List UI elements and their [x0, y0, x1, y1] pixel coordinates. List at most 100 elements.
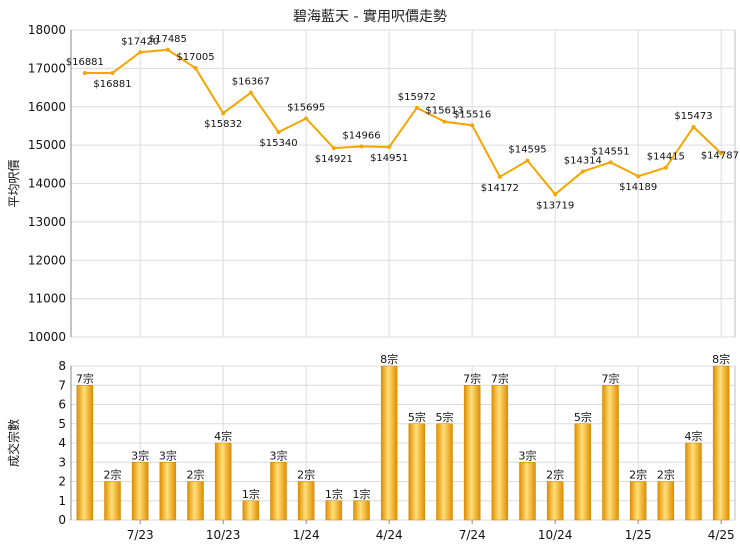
- transaction-bar: [546, 481, 564, 521]
- price-data-point: [719, 151, 724, 156]
- line-y-tick-label: 15000: [28, 138, 66, 152]
- x-tick-label: 1/25: [625, 528, 652, 542]
- bar-y-tick-label: 5: [58, 417, 66, 431]
- transaction-bar-label: 1宗: [242, 487, 260, 501]
- transaction-bar-label: 1宗: [325, 487, 343, 501]
- price-data-point: [636, 174, 641, 179]
- transaction-bar-label: 2宗: [546, 468, 564, 482]
- price-data-label: $15972: [398, 92, 436, 103]
- x-tick-label: 4/25: [708, 528, 735, 542]
- price-data-label: $17005: [176, 52, 214, 63]
- transaction-bar: [353, 500, 370, 521]
- price-data-label: $16367: [232, 77, 270, 88]
- transaction-bar: [76, 385, 94, 521]
- line-y-tick-label: 16000: [28, 100, 66, 114]
- x-tick-label: 1/24: [293, 528, 320, 542]
- transaction-bar-label: 7宗: [491, 371, 509, 385]
- transaction-bar-label: 2宗: [629, 468, 647, 482]
- transaction-bar: [159, 462, 177, 521]
- transaction-bar-label: 5宗: [574, 410, 592, 424]
- price-data-point: [387, 145, 392, 150]
- bar-y-tick-label: 6: [58, 398, 66, 412]
- price-data-point: [470, 123, 475, 128]
- transaction-bar: [657, 481, 675, 521]
- transaction-bar: [712, 365, 730, 521]
- transaction-bar-label: 3宗: [270, 448, 288, 462]
- bar-y-tick-label: 0: [58, 513, 66, 527]
- line-y-tick-label: 13000: [28, 215, 66, 229]
- transaction-bar: [574, 423, 592, 521]
- price-data-point: [193, 66, 198, 71]
- transaction-bar-label: 2宗: [187, 468, 205, 482]
- price-series-line: [84, 48, 722, 196]
- bar-y-tick-label: 2: [58, 475, 66, 489]
- transaction-bar-label: 3宗: [159, 448, 177, 462]
- line-y-axis-label: 平均呎價: [7, 159, 21, 207]
- x-tick-label: 7/24: [459, 528, 486, 542]
- price-data-label: $16881: [93, 79, 131, 90]
- transaction-bar-label: 5宗: [436, 410, 454, 424]
- price-data-label: $17485: [149, 34, 187, 45]
- transaction-bar: [325, 500, 343, 521]
- price-data-label: $15695: [287, 102, 325, 113]
- transaction-bar: [380, 365, 398, 521]
- price-data-point: [359, 144, 364, 149]
- x-tick-label: 10/23: [206, 528, 241, 542]
- transaction-bar-label: 7宗: [76, 371, 94, 385]
- x-tick-label: 10/24: [538, 528, 573, 542]
- bar-y-tick-label: 7: [58, 378, 66, 392]
- transaction-bar-label: 7宗: [463, 371, 481, 385]
- price-data-point: [608, 160, 613, 165]
- transaction-bar: [214, 442, 232, 521]
- line-y-tick-label: 17000: [28, 61, 66, 75]
- line-y-tick-label: 18000: [28, 23, 66, 37]
- price-data-point: [663, 165, 668, 170]
- price-data-label: $14314: [564, 155, 602, 166]
- price-data-label: $14415: [647, 152, 685, 163]
- price-data-point: [248, 90, 253, 95]
- transaction-bar-label: 2宗: [104, 468, 122, 482]
- transaction-bar-label: 4宗: [685, 429, 703, 443]
- price-data-point: [414, 105, 419, 110]
- transaction-bar: [187, 481, 204, 521]
- price-data-point: [525, 158, 530, 163]
- price-data-point: [221, 111, 226, 116]
- transaction-bar-label: 7宗: [602, 371, 620, 385]
- price-data-label: $17420: [121, 36, 159, 47]
- transaction-bar: [270, 462, 287, 521]
- transaction-bar-label: 3宗: [131, 448, 149, 462]
- price-data-point: [138, 50, 143, 55]
- price-data-label: $14595: [508, 145, 546, 156]
- price-data-label: $15340: [259, 138, 297, 149]
- price-data-label: $14551: [591, 146, 629, 157]
- price-data-point: [691, 124, 696, 129]
- price-data-point: [331, 146, 336, 151]
- price-data-label: $16881: [66, 57, 104, 68]
- transaction-bar: [242, 500, 260, 521]
- line-y-tick-label: 11000: [28, 292, 66, 306]
- transaction-bar-label: 2宗: [297, 468, 315, 482]
- transaction-bar: [685, 442, 702, 521]
- price-data-label: $15832: [204, 119, 242, 130]
- transaction-bar: [436, 423, 453, 521]
- price-data-label: $15516: [453, 109, 491, 120]
- transaction-bar: [519, 462, 536, 521]
- bar-y-tick-label: 4: [58, 436, 66, 450]
- transaction-bar-label: 3宗: [519, 448, 537, 462]
- transaction-bar: [104, 481, 121, 521]
- price-data-point: [304, 116, 309, 121]
- bar-y-tick-label: 3: [58, 455, 66, 469]
- price-data-label: $14172: [481, 183, 519, 194]
- price-data-point: [82, 70, 87, 75]
- line-y-tick-label: 12000: [28, 253, 66, 267]
- price-data-point: [276, 130, 281, 135]
- price-data-label: $14951: [370, 153, 408, 164]
- transaction-bar-label: 8宗: [712, 352, 730, 366]
- transaction-bar: [629, 481, 647, 521]
- transaction-bar: [602, 385, 619, 521]
- transaction-bar-label: 1宗: [353, 487, 371, 501]
- price-data-label: $13719: [536, 200, 574, 211]
- price-data-label: $14921: [315, 154, 353, 165]
- bar-y-tick-label: 8: [58, 359, 66, 373]
